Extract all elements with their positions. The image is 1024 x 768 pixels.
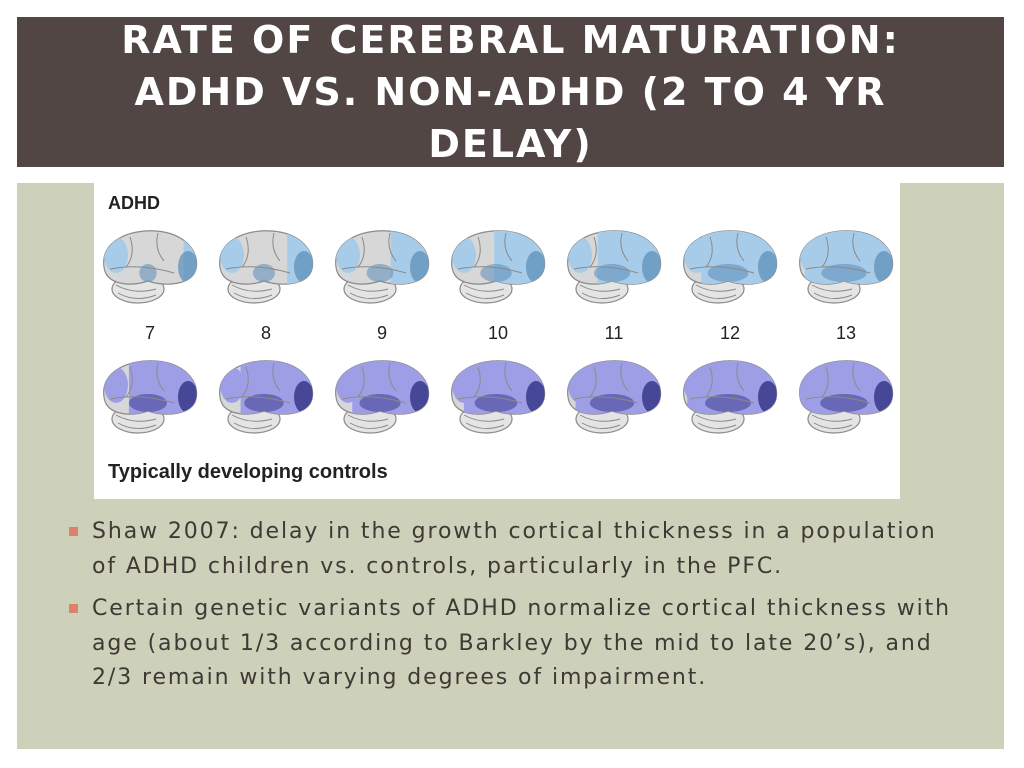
adhd-brain-row	[103, 230, 894, 304]
control-brain-image	[567, 360, 662, 434]
bullet-list: Shaw 2007: delay in the growth cortical …	[67, 515, 957, 704]
adhd-brain-image	[567, 230, 662, 304]
bullet-text: Shaw 2007: delay in the growth cortical …	[92, 519, 937, 579]
adhd-brain-image	[683, 230, 778, 304]
age-label: 7	[145, 323, 155, 343]
adhd-brain-image	[335, 230, 430, 304]
brain-maturation-figure: ADHD 7 8 9 10 11 12 13 Typically developing co…	[94, 183, 900, 499]
adhd-brain-image	[219, 230, 314, 304]
controls-label: Typically developing controls	[108, 461, 388, 483]
age-label: 11	[605, 323, 624, 343]
control-brain-image	[451, 360, 546, 434]
age-label: 8	[261, 323, 271, 343]
age-label: 10	[488, 323, 508, 343]
adhd-brain-image	[799, 230, 894, 304]
control-brain-image	[103, 360, 198, 434]
control-brain-row	[103, 360, 894, 434]
bullet-item: Shaw 2007: delay in the growth cortical …	[67, 515, 957, 584]
control-brain-image	[335, 360, 430, 434]
adhd-brain-image	[451, 230, 546, 304]
control-brain-image	[219, 360, 314, 434]
adhd-brain-image	[103, 230, 198, 304]
age-label: 13	[836, 323, 856, 343]
bullet-marker-icon	[69, 604, 78, 613]
slide-title: Rate of cerebral maturation: ADHD vs. No…	[121, 18, 900, 166]
bullet-item: Certain genetic variants of ADHD normali…	[67, 592, 957, 696]
age-label: 12	[720, 323, 740, 343]
bullet-text: Certain genetic variants of ADHD normali…	[92, 596, 952, 690]
age-labels-row: 7 8 9 10 11 12 13	[145, 323, 856, 343]
age-label: 9	[377, 323, 387, 343]
title-bar: Rate of cerebral maturation: ADHD vs. No…	[17, 17, 1004, 167]
bullet-marker-icon	[69, 527, 78, 536]
control-brain-image	[799, 360, 894, 434]
control-brain-image	[683, 360, 778, 434]
content-panel: ADHD 7 8 9 10 11 12 13 Typically developing co…	[17, 183, 1004, 749]
brain-figure-svg: ADHD 7 8 9 10 11 12 13 Typically developing co…	[103, 193, 894, 483]
adhd-label: ADHD	[108, 193, 160, 213]
